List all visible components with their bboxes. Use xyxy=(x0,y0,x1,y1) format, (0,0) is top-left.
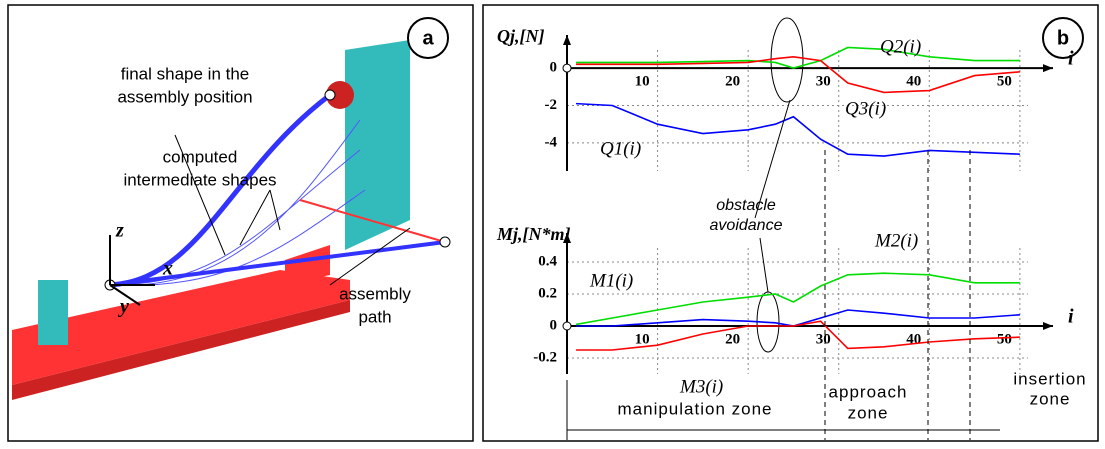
zone-label: manipulation zone xyxy=(618,399,773,418)
node xyxy=(325,90,335,100)
scene-annotation: final shape in the xyxy=(121,64,250,83)
zone-label: approach xyxy=(829,382,908,401)
scene-annotation: assembly position xyxy=(117,87,252,106)
y-tick-label: 0 xyxy=(550,60,558,76)
plate xyxy=(345,40,410,250)
panel-label: a xyxy=(422,27,434,49)
x-tick-label: 50 xyxy=(997,331,1012,347)
panel-label: b xyxy=(1057,27,1069,49)
series-label: Q2(i) xyxy=(880,36,921,57)
scene-annotation: computed xyxy=(163,147,238,166)
x-tick-label: 50 xyxy=(997,74,1012,90)
y-tick-label: 0 xyxy=(550,317,558,333)
axis-name: x xyxy=(162,258,173,280)
x-axis-label: i xyxy=(1068,48,1074,70)
scene-annotation: path xyxy=(358,307,391,326)
series-label: M2(i) xyxy=(874,230,918,251)
scene-annotation: assembly xyxy=(339,284,411,303)
y-axis-label: Mj,[N*m] xyxy=(496,224,571,244)
x-tick-label: 30 xyxy=(816,74,831,90)
y-tick-label: -0.2 xyxy=(533,349,557,365)
y-tick-label: 0.2 xyxy=(538,285,557,301)
annotation: obstacle xyxy=(716,197,776,214)
panel-b-frame xyxy=(483,5,1098,441)
x-tick-label: 10 xyxy=(635,331,650,347)
annotation: avoidance xyxy=(710,217,783,234)
series-label: M1(i) xyxy=(589,270,633,291)
origin xyxy=(563,322,571,330)
x-axis-label: i xyxy=(1068,306,1074,328)
series-label: Q1(i) xyxy=(600,138,641,159)
x-tick-label: 20 xyxy=(725,331,740,347)
y-tick-label: -2 xyxy=(545,97,558,113)
x-tick-label: 10 xyxy=(635,74,650,90)
figure: a b final shape in the assembly position com… xyxy=(0,0,1105,449)
axis-name: y xyxy=(118,296,129,318)
axis-name: z xyxy=(115,220,124,242)
figure-svg: a b final shape in the assembly position com… xyxy=(0,0,1105,449)
zone-label: insertion xyxy=(1013,369,1086,388)
y-axis-label: Qj,[N] xyxy=(497,26,545,46)
origin xyxy=(563,64,571,72)
node xyxy=(440,237,450,247)
block xyxy=(38,280,68,345)
x-tick-label: 20 xyxy=(725,74,740,90)
x-tick-label: 30 xyxy=(816,331,831,347)
series-label: Q3(i) xyxy=(845,98,886,119)
y-tick-label: -4 xyxy=(545,134,558,150)
scene-annotation: intermediate shapes xyxy=(123,170,276,189)
x-tick-label: 40 xyxy=(906,74,921,90)
zone-label: zone xyxy=(848,403,889,422)
y-tick-label: 0.4 xyxy=(538,253,557,269)
series-label: M3(i) xyxy=(679,376,723,397)
x-tick-label: 40 xyxy=(906,331,921,347)
zone-label: zone xyxy=(1030,389,1071,408)
